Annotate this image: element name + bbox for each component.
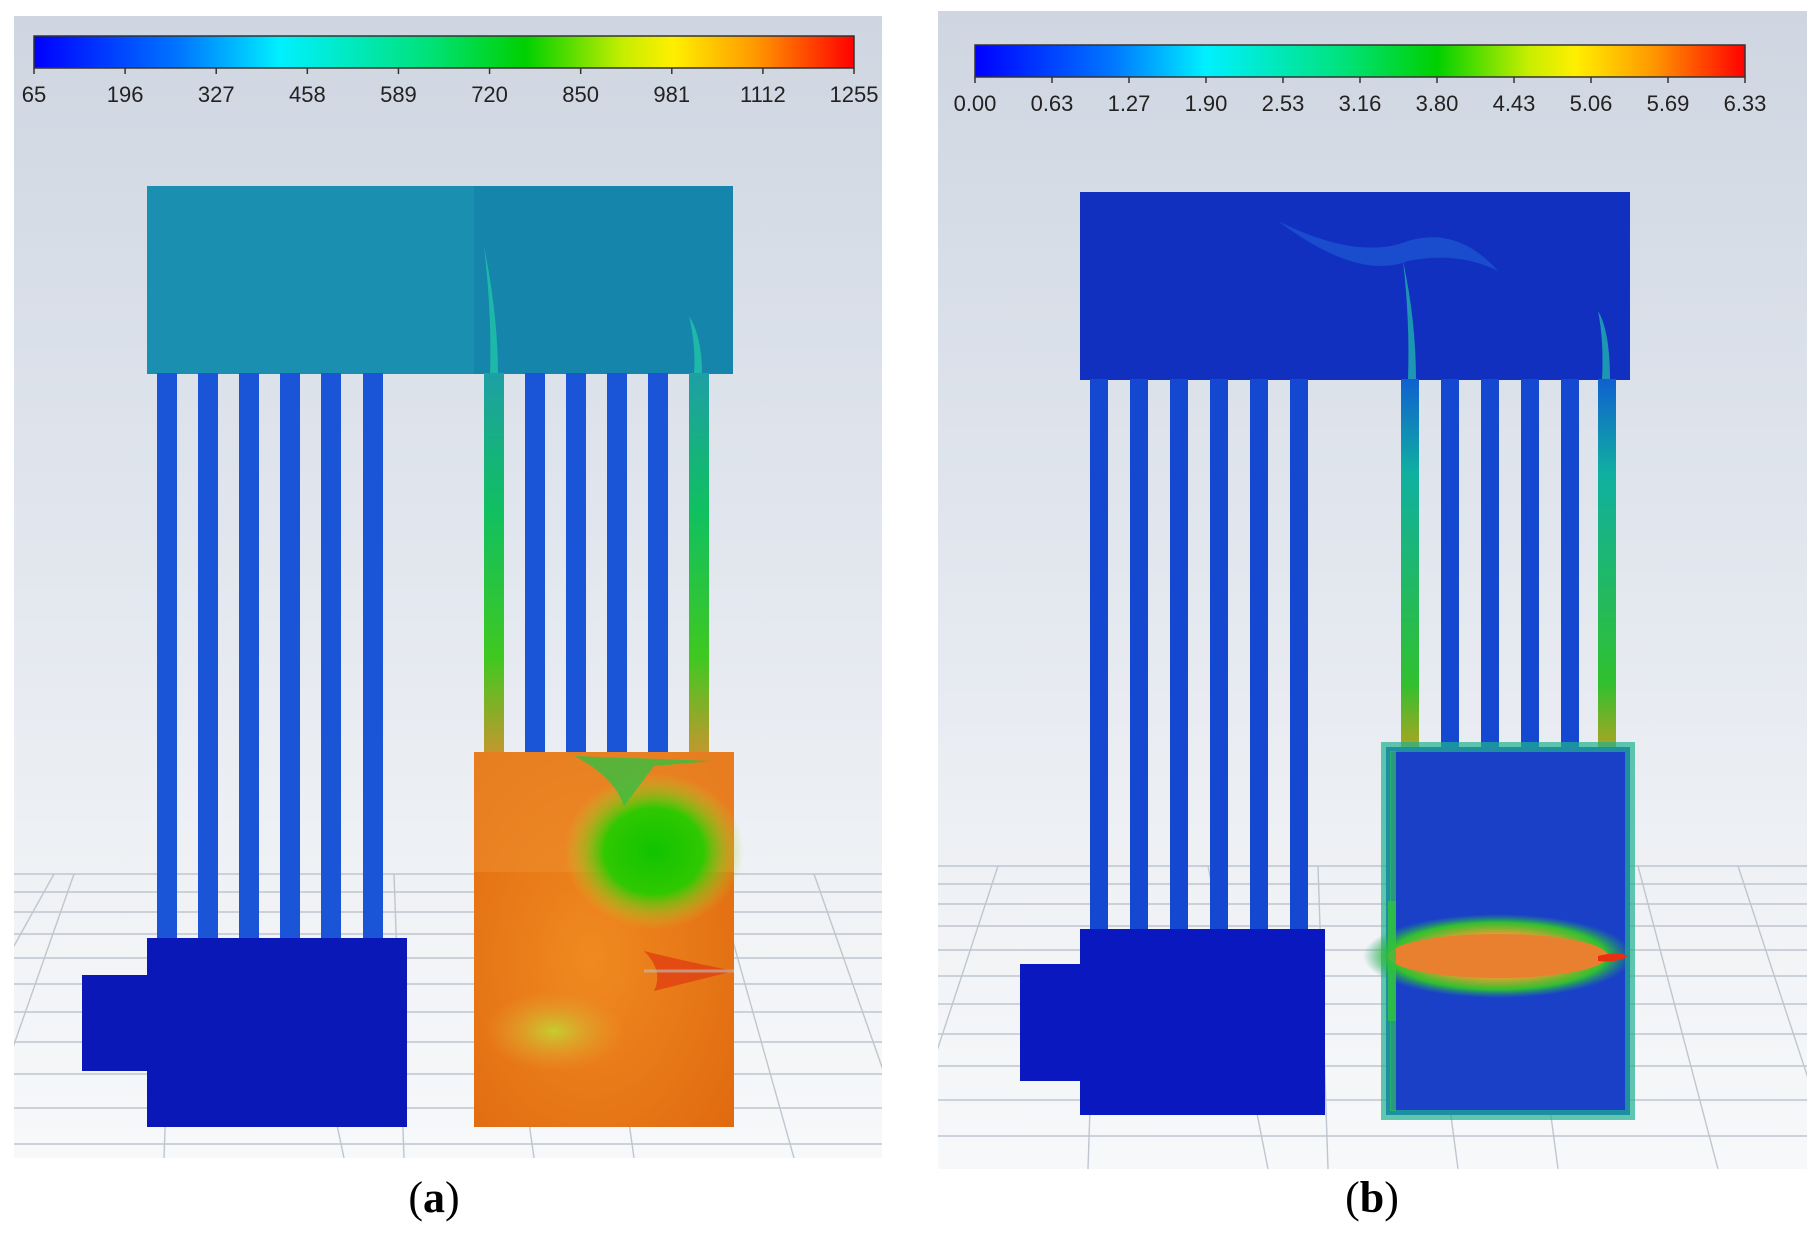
colorbar-tick-label: 1255 [829, 82, 879, 107]
panel-a-label: a [423, 1173, 445, 1222]
colorbar-tick-label: 3.16 [1338, 91, 1382, 116]
colorbar-tick-label: 1.27 [1107, 91, 1151, 116]
colorbar-tick-label: 3.80 [1415, 91, 1459, 116]
panel-a-temperature-contour [33, 35, 855, 1127]
panel-a-combustion-chamber [474, 752, 744, 1127]
panel-b-contour-view: 0.00 0.63 1.27 1.90 2.53 3.16 3.80 4.43 5.06 5.69… [938, 11, 1807, 1169]
colorbar-tick-label: 5.06 [1569, 91, 1613, 116]
panel-a-contour-view: 65 196 327 458 589 720 850 981 1112 1255 [14, 16, 882, 1158]
panel-b-colorbar [974, 44, 1746, 78]
panel-b-label: b [1359, 1173, 1385, 1222]
colorbar-tick-label: 589 [380, 82, 417, 107]
colorbar-tick-label: 5.69 [1646, 91, 1690, 116]
panel-b-upper-plenum [1080, 192, 1630, 380]
panel-a-right-tube-bank [484, 373, 709, 769]
panel-b-caption: (b) [1345, 1173, 1399, 1222]
colorbar-tick-label: 981 [653, 82, 691, 107]
colorbar-tick-label: 4.43 [1492, 91, 1536, 116]
colorbar-tick-label: 0.63 [1030, 91, 1074, 116]
panel-a-caption: (a) [408, 1173, 460, 1222]
colorbar-tick-label: 1112 [740, 82, 786, 107]
colorbar-tick-label: 1.90 [1184, 91, 1228, 116]
panel-a-lower-left-chamber [82, 938, 407, 1127]
panel-a-colorbar [33, 35, 855, 69]
colorbar-tick-label: 2.53 [1261, 91, 1305, 116]
colorbar-tick-label: 196 [106, 82, 144, 107]
panel-b-right-tube-bank [1401, 379, 1616, 759]
panel-b-contour [974, 44, 1746, 1120]
colorbar-tick-label: 0.00 [953, 91, 997, 116]
colorbar-tick-label: 850 [562, 82, 600, 107]
colorbar-tick-label: 6.33 [1723, 91, 1767, 116]
colorbar-tick-label: 65 [21, 82, 47, 107]
colorbar-tick-label: 720 [471, 82, 508, 107]
panel-a-left-tube-bank [157, 373, 383, 958]
panel-b-left-tube-bank [1090, 379, 1308, 944]
panel-b-lower-left-chamber [1020, 929, 1325, 1115]
colorbar-tick-label: 458 [288, 82, 326, 107]
panel-b-combustion-chamber [1363, 742, 1635, 1120]
colorbar-tick-label: 327 [197, 82, 235, 107]
